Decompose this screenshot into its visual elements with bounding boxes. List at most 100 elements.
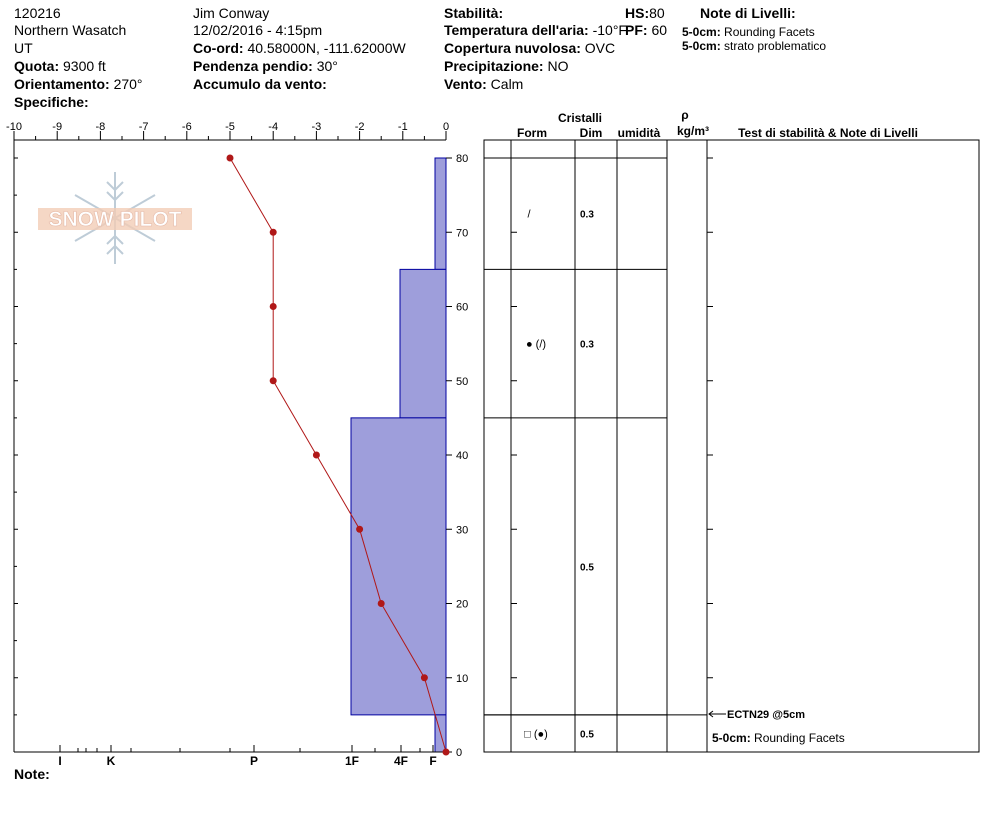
elevation-label: Quota: bbox=[14, 58, 60, 74]
x-tick-label: -6 bbox=[182, 121, 192, 133]
header-precip: Precipitazione: NO bbox=[444, 58, 568, 74]
x-tick-label: -3 bbox=[312, 121, 322, 133]
y-tick-label: 60 bbox=[456, 302, 468, 314]
header-slope: Pendenza pendio: 30° bbox=[193, 58, 338, 74]
stability-note-label: 5-0cm: bbox=[712, 731, 751, 745]
header-wind: Vento: Calm bbox=[444, 76, 523, 92]
layer-form-1: ● (/) bbox=[526, 339, 546, 351]
y-tick-label: 0 bbox=[456, 747, 462, 759]
y-tick-label: 30 bbox=[456, 524, 468, 536]
sky-label: Copertura nuvolosa: bbox=[444, 40, 581, 56]
coords-label: Co-ord: bbox=[193, 40, 244, 56]
density-symbol: ρ bbox=[681, 108, 688, 122]
moisture-header: umidità bbox=[618, 126, 661, 140]
stability-test: ECTN29 @5cm bbox=[727, 709, 805, 721]
temperature-point bbox=[312, 451, 320, 459]
hardness-axis: I K P 1F 4F F bbox=[58, 745, 437, 768]
layer-size-3: 0.5 bbox=[580, 729, 594, 740]
y-tick-label: 50 bbox=[456, 376, 468, 388]
layer-size-0: 0.3 bbox=[580, 210, 594, 221]
layer-notes-title: Note di Livelli: bbox=[700, 5, 796, 21]
y-tick-label: 10 bbox=[456, 673, 468, 685]
wind-label: Vento: bbox=[444, 76, 487, 92]
depth-axis: 0 10 20 30 40 50 60 70 80 bbox=[14, 153, 468, 759]
header-stability: Stabilità: bbox=[444, 5, 504, 21]
table-depth-ticks bbox=[511, 157, 713, 753]
header-air-temp: Temperatura dell'aria: -10°F bbox=[444, 22, 627, 38]
x-tick-label: -1 bbox=[398, 121, 408, 133]
wind-value: Calm bbox=[490, 76, 524, 92]
header-specifics: Specifiche: bbox=[14, 94, 89, 110]
stability-note: 5-0cm: Rounding Facets bbox=[712, 731, 845, 745]
layer-note-2: 5-0cm: strato problematico bbox=[682, 38, 826, 54]
pf-value: 60 bbox=[651, 22, 668, 38]
elevation-value: 9300 ft bbox=[63, 58, 106, 74]
y-tick-label: 20 bbox=[456, 599, 468, 611]
layer-size-1: 0.3 bbox=[580, 340, 594, 351]
aspect-value: 270° bbox=[113, 76, 143, 92]
x-tick-label: -9 bbox=[52, 121, 62, 133]
hardness-layer-0 bbox=[434, 157, 447, 270]
coords-value: 40.58000N, -111.62000W bbox=[247, 40, 406, 56]
x-tick-label: -4 bbox=[268, 121, 278, 133]
sky-value: OVC bbox=[584, 40, 616, 56]
layer-note-1-label: 5-0cm: bbox=[682, 25, 721, 39]
header-observer: Jim Conway bbox=[193, 5, 270, 21]
temperature-point bbox=[269, 377, 277, 385]
x-tick-label: -2 bbox=[355, 121, 365, 133]
temperature-point bbox=[377, 600, 385, 607]
layer-note-2-text: strato problematico bbox=[724, 39, 827, 53]
hardness-tick-label: 4F bbox=[394, 754, 408, 768]
x-tick-label: -7 bbox=[139, 121, 149, 133]
layer-note-2-label: 5-0cm: bbox=[682, 39, 721, 53]
y-tick-label: 40 bbox=[456, 450, 468, 462]
temperature-point bbox=[269, 303, 277, 310]
header-sky: Copertura nuvolosa: OVC bbox=[444, 40, 615, 56]
layers-table bbox=[483, 139, 980, 753]
notes-label: Note: bbox=[14, 766, 50, 782]
hardness-tick-label: 1F bbox=[345, 754, 359, 768]
hardness-tick-label: K bbox=[107, 754, 116, 768]
snowpilot-logo: SNOW PILOT bbox=[38, 172, 192, 264]
precip-value: NO bbox=[547, 58, 569, 74]
layer-rows: / 0.3 ● (/) 0.3 0.5 □ (●) 0.5 bbox=[484, 157, 707, 740]
header-coords: Co-ord: 40.58000N, -111.62000W bbox=[193, 40, 406, 56]
header-hs: HS:80 bbox=[625, 5, 665, 21]
air-temp-value: -10°F bbox=[592, 22, 627, 38]
aspect-label: Orientamento: bbox=[14, 76, 110, 92]
header-aspect: Orientamento: 270° bbox=[14, 76, 143, 92]
header-elevation: Quota: 9300 ft bbox=[14, 58, 106, 74]
stability-test-arrow bbox=[708, 710, 714, 718]
header-state: UT bbox=[14, 40, 33, 56]
layer-note-1: 5-0cm: Rounding Facets bbox=[682, 24, 815, 40]
hardness-tick-label: F bbox=[429, 754, 436, 768]
temperature-point bbox=[226, 154, 234, 162]
x-tick-label: 0 bbox=[443, 121, 449, 133]
temperature-points bbox=[226, 154, 450, 756]
header-pf: PF: 60 bbox=[625, 22, 667, 38]
air-temp-label: Temperatura dell'aria: bbox=[444, 22, 589, 38]
stability-header: Test di stabilità & Note di Livelli bbox=[738, 126, 918, 140]
header-wind-loading: Accumulo da vento: bbox=[193, 76, 327, 92]
form-header: Form bbox=[517, 126, 547, 140]
y-tick-label: 70 bbox=[456, 227, 468, 239]
temperature-point bbox=[356, 525, 364, 533]
size-header: Dim bbox=[580, 126, 603, 140]
header-range: Northern Wasatch bbox=[14, 22, 127, 38]
hs-label: HS: bbox=[625, 5, 650, 21]
layer-note-1-text: Rounding Facets bbox=[724, 25, 815, 39]
hs-value: 80 bbox=[649, 5, 665, 21]
x-tick-label: -5 bbox=[225, 121, 235, 133]
slope-label: Pendenza pendio: bbox=[193, 58, 313, 74]
temperature-point bbox=[269, 228, 277, 236]
hardness-layer-1 bbox=[399, 268, 447, 419]
x-tick-label: -10 bbox=[6, 121, 22, 133]
logo-text: SNOW PILOT bbox=[49, 208, 182, 231]
crystals-header: Cristalli bbox=[558, 111, 602, 125]
hardness-tick-label: P bbox=[250, 754, 258, 768]
hardness-layers bbox=[350, 157, 447, 753]
temperature-point bbox=[420, 674, 428, 682]
layer-size-2: 0.5 bbox=[580, 562, 594, 573]
layer-form-0: / bbox=[527, 209, 531, 221]
